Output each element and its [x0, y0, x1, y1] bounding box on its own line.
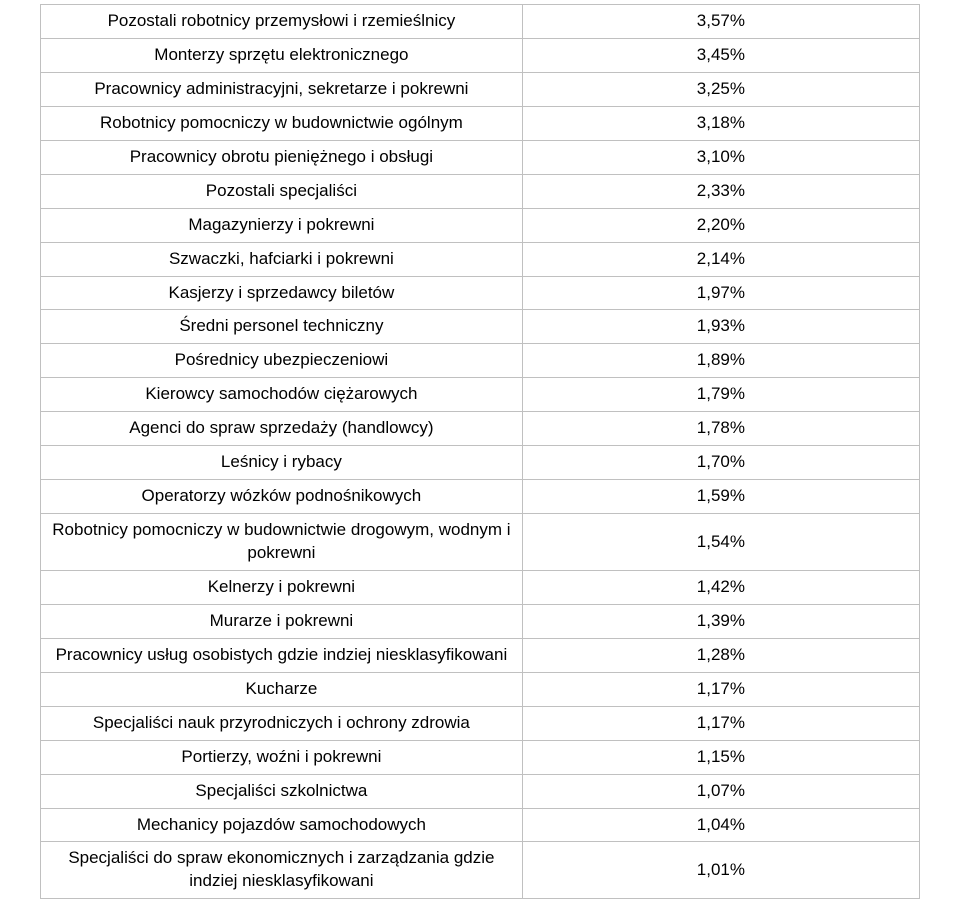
table-row: Mechanicy pojazdów samochodowych1,04%: [41, 808, 920, 842]
table-row: Pracownicy obrotu pieniężnego i obsługi3…: [41, 140, 920, 174]
row-value: 3,25%: [522, 72, 919, 106]
table-body: Pozostali robotnicy przemysłowi i rzemie…: [41, 5, 920, 899]
row-value: 1,97%: [522, 276, 919, 310]
row-label: Robotnicy pomocniczy w budownictwie drog…: [41, 514, 523, 571]
row-value: 1,39%: [522, 604, 919, 638]
row-label: Leśnicy i rybacy: [41, 446, 523, 480]
row-label: Robotnicy pomocniczy w budownictwie ogól…: [41, 106, 523, 140]
table-row: Leśnicy i rybacy1,70%: [41, 446, 920, 480]
table-row: Kucharze1,17%: [41, 672, 920, 706]
table-row: Specjaliści szkolnictwa1,07%: [41, 774, 920, 808]
row-value: 1,70%: [522, 446, 919, 480]
row-value: 1,79%: [522, 378, 919, 412]
table-row: Średni personel techniczny1,93%: [41, 310, 920, 344]
row-value: 1,89%: [522, 344, 919, 378]
row-label: Pozostali specjaliści: [41, 174, 523, 208]
table-row: Pracownicy usług osobistych gdzie indzie…: [41, 638, 920, 672]
table-row: Specjaliści nauk przyrodniczych i ochron…: [41, 706, 920, 740]
row-label: Kasjerzy i sprzedawcy biletów: [41, 276, 523, 310]
table-row: Pracownicy administracyjni, sekretarze i…: [41, 72, 920, 106]
row-value: 1,15%: [522, 740, 919, 774]
table-row: Kasjerzy i sprzedawcy biletów1,97%: [41, 276, 920, 310]
row-label: Murarze i pokrewni: [41, 604, 523, 638]
row-value: 3,45%: [522, 38, 919, 72]
row-value: 1,07%: [522, 774, 919, 808]
row-label: Portierzy, woźni i pokrewni: [41, 740, 523, 774]
table-row: Agenci do spraw sprzedaży (handlowcy)1,7…: [41, 412, 920, 446]
row-value: 2,14%: [522, 242, 919, 276]
row-value: 3,18%: [522, 106, 919, 140]
row-value: 1,42%: [522, 570, 919, 604]
table-row: Szwaczki, hafciarki i pokrewni2,14%: [41, 242, 920, 276]
row-label: Pracownicy obrotu pieniężnego i obsługi: [41, 140, 523, 174]
row-value: 1,59%: [522, 480, 919, 514]
row-label: Operatorzy wózków podnośnikowych: [41, 480, 523, 514]
row-label: Specjaliści szkolnictwa: [41, 774, 523, 808]
row-value: 1,17%: [522, 672, 919, 706]
row-label: Magazynierzy i pokrewni: [41, 208, 523, 242]
row-label: Monterzy sprzętu elektronicznego: [41, 38, 523, 72]
row-value: 2,20%: [522, 208, 919, 242]
table-row: Robotnicy pomocniczy w budownictwie ogól…: [41, 106, 920, 140]
row-label: Kucharze: [41, 672, 523, 706]
data-table: Pozostali robotnicy przemysłowi i rzemie…: [40, 4, 920, 899]
row-value: 3,57%: [522, 5, 919, 39]
table-row: Monterzy sprzętu elektronicznego3,45%: [41, 38, 920, 72]
row-value: 1,54%: [522, 514, 919, 571]
table-row: Specjaliści do spraw ekonomicznych i zar…: [41, 842, 920, 899]
table-row: Pozostali robotnicy przemysłowi i rzemie…: [41, 5, 920, 39]
row-value: 1,28%: [522, 638, 919, 672]
table-row: Operatorzy wózków podnośnikowych1,59%: [41, 480, 920, 514]
page: Pozostali robotnicy przemysłowi i rzemie…: [0, 0, 960, 919]
row-label: Pośrednicy ubezpieczeniowi: [41, 344, 523, 378]
row-label: Szwaczki, hafciarki i pokrewni: [41, 242, 523, 276]
row-label: Specjaliści nauk przyrodniczych i ochron…: [41, 706, 523, 740]
row-value: 1,93%: [522, 310, 919, 344]
row-label: Średni personel techniczny: [41, 310, 523, 344]
table-row: Robotnicy pomocniczy w budownictwie drog…: [41, 514, 920, 571]
row-label: Kelnerzy i pokrewni: [41, 570, 523, 604]
row-label: Pozostali robotnicy przemysłowi i rzemie…: [41, 5, 523, 39]
row-label: Specjaliści do spraw ekonomicznych i zar…: [41, 842, 523, 899]
row-label: Agenci do spraw sprzedaży (handlowcy): [41, 412, 523, 446]
table-row: Kelnerzy i pokrewni1,42%: [41, 570, 920, 604]
row-value: 1,78%: [522, 412, 919, 446]
table-row: Murarze i pokrewni1,39%: [41, 604, 920, 638]
row-label: Pracownicy administracyjni, sekretarze i…: [41, 72, 523, 106]
table-row: Pozostali specjaliści2,33%: [41, 174, 920, 208]
row-value: 1,01%: [522, 842, 919, 899]
row-value: 3,10%: [522, 140, 919, 174]
row-value: 2,33%: [522, 174, 919, 208]
row-value: 1,04%: [522, 808, 919, 842]
table-row: Kierowcy samochodów ciężarowych1,79%: [41, 378, 920, 412]
row-label: Kierowcy samochodów ciężarowych: [41, 378, 523, 412]
table-row: Pośrednicy ubezpieczeniowi1,89%: [41, 344, 920, 378]
row-label: Pracownicy usług osobistych gdzie indzie…: [41, 638, 523, 672]
table-row: Portierzy, woźni i pokrewni1,15%: [41, 740, 920, 774]
row-label: Mechanicy pojazdów samochodowych: [41, 808, 523, 842]
table-row: Magazynierzy i pokrewni2,20%: [41, 208, 920, 242]
row-value: 1,17%: [522, 706, 919, 740]
